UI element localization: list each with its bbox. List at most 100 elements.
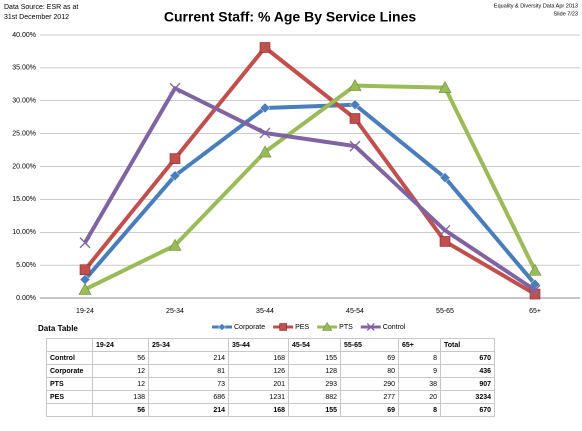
table-cell: 882 xyxy=(288,390,341,404)
table-cell: 12 xyxy=(92,364,149,378)
marker xyxy=(529,284,541,296)
table-header-cell: 65+ xyxy=(398,338,441,352)
marker xyxy=(438,80,452,93)
legend-label: Control xyxy=(383,324,406,331)
marker xyxy=(169,82,181,94)
legend-marker xyxy=(218,323,226,331)
table-cell: 73 xyxy=(148,377,229,391)
table-cell: 1231 xyxy=(228,390,289,404)
table-cell: 138 xyxy=(92,390,149,404)
x-tick-label: 25-34 xyxy=(166,308,184,315)
table-row: Control 56 214 168 155 69 8 670 xyxy=(46,351,495,365)
table-cell: 670 xyxy=(440,403,495,417)
y-tick-label: 0.00% xyxy=(16,295,36,302)
row-label: PTS xyxy=(46,377,93,391)
table-cell: 155 xyxy=(288,403,341,417)
marker xyxy=(528,263,542,276)
series-line xyxy=(83,86,537,292)
table-header-cell: 55-65 xyxy=(340,338,399,352)
table-header-cell: 45-54 xyxy=(288,338,341,352)
marker xyxy=(349,99,361,111)
x-tick-label: 55-65 xyxy=(436,308,454,315)
table-row: 56 214 168 155 69 8 670 xyxy=(46,403,495,417)
table-cell: 293 xyxy=(288,377,341,391)
marker xyxy=(348,79,362,91)
source-text: 31st December 2012 xyxy=(4,14,69,21)
row-label: Control xyxy=(46,351,93,365)
marker xyxy=(78,282,92,295)
table-cell: 670 xyxy=(440,351,495,365)
table-cell: 9 xyxy=(398,364,441,378)
table-cell: 80 xyxy=(340,364,399,378)
series-line xyxy=(84,83,537,292)
table-cell: 12 xyxy=(92,377,149,391)
table-cell: 56 xyxy=(92,403,149,417)
marker xyxy=(439,172,451,184)
table-cell: 686 xyxy=(148,390,229,404)
series-line xyxy=(83,102,537,286)
marker xyxy=(169,170,181,182)
table-cell: 69 xyxy=(340,351,399,365)
legend-label: PES xyxy=(295,324,309,331)
y-tick-label: 15.00% xyxy=(12,196,36,203)
table-cell: 168 xyxy=(228,403,289,417)
marker xyxy=(168,238,182,251)
table-cell: 907 xyxy=(440,377,495,391)
table-cell: 38 xyxy=(398,377,441,391)
y-tick-label: 10.00% xyxy=(12,229,36,236)
row-label: PES xyxy=(46,390,93,404)
table-header-cell: 19-24 xyxy=(92,338,149,352)
series-line xyxy=(83,45,537,296)
table-cell: 81 xyxy=(148,364,229,378)
x-tick-label: 65+ xyxy=(529,308,541,315)
table-cell: 69 xyxy=(340,403,399,417)
y-tick-label: 40.00% xyxy=(12,32,36,39)
legend-label: Corporate xyxy=(234,324,265,331)
table-cell: 214 xyxy=(148,403,229,417)
table-row: PES 138 686 1231 882 277 20 3234 xyxy=(46,390,495,404)
row-label xyxy=(46,403,93,417)
info-text: Slide 7/23 xyxy=(554,11,578,17)
legend-marker xyxy=(279,323,287,331)
table-cell: 277 xyxy=(340,390,399,404)
x-tick-label: 35-44 xyxy=(256,308,274,315)
table-row: Corporate 12 81 126 128 80 9 436 xyxy=(46,364,495,378)
table-cell: 201 xyxy=(228,377,289,391)
info-text: Equality & Diversity Data Apr 2013 xyxy=(494,3,578,9)
table-cell: 20 xyxy=(398,390,441,404)
marker xyxy=(439,224,451,236)
table-cell: 56 xyxy=(92,351,149,365)
row-label: Corporate xyxy=(46,364,93,378)
table-header-cell: 35-44 xyxy=(228,338,289,352)
marker xyxy=(259,102,271,114)
x-tick-label: 45-54 xyxy=(346,308,364,315)
legend-label: PTS xyxy=(339,324,353,331)
table-header-cell: 25-34 xyxy=(148,338,229,352)
table-cell: 8 xyxy=(398,351,441,365)
table-cell: 168 xyxy=(228,351,289,365)
source-text: Data Source: ESR as at xyxy=(4,4,78,11)
legend-marker xyxy=(322,321,333,331)
table-header-cell xyxy=(46,338,93,352)
legend-marker xyxy=(366,323,375,331)
y-tick-label: 30.00% xyxy=(12,98,36,105)
table-cell: 214 xyxy=(148,351,229,365)
marker xyxy=(79,237,91,249)
marker xyxy=(349,113,361,124)
marker xyxy=(259,127,271,139)
table-header-row: 19-24 25-34 35-44 45-54 55-65 65+ Total xyxy=(46,338,495,352)
y-tick-label: 20.00% xyxy=(12,163,36,170)
y-tick-label: 25.00% xyxy=(12,130,36,137)
marker xyxy=(79,264,91,276)
marker xyxy=(349,140,361,152)
chart: Data Source: ESR as at 31st December 201… xyxy=(4,3,580,331)
table-cell: 126 xyxy=(228,364,289,378)
table-row: PTS 12 73 201 293 290 38 907 xyxy=(46,377,495,391)
table-cell: 8 xyxy=(398,403,441,417)
chart-title: Current Staff: % Age By Service Lines xyxy=(164,9,417,25)
x-tick-label: 19-24 xyxy=(76,308,94,315)
table-cell: 155 xyxy=(288,351,341,365)
marker xyxy=(169,153,181,164)
table-cell: 3234 xyxy=(440,390,495,404)
